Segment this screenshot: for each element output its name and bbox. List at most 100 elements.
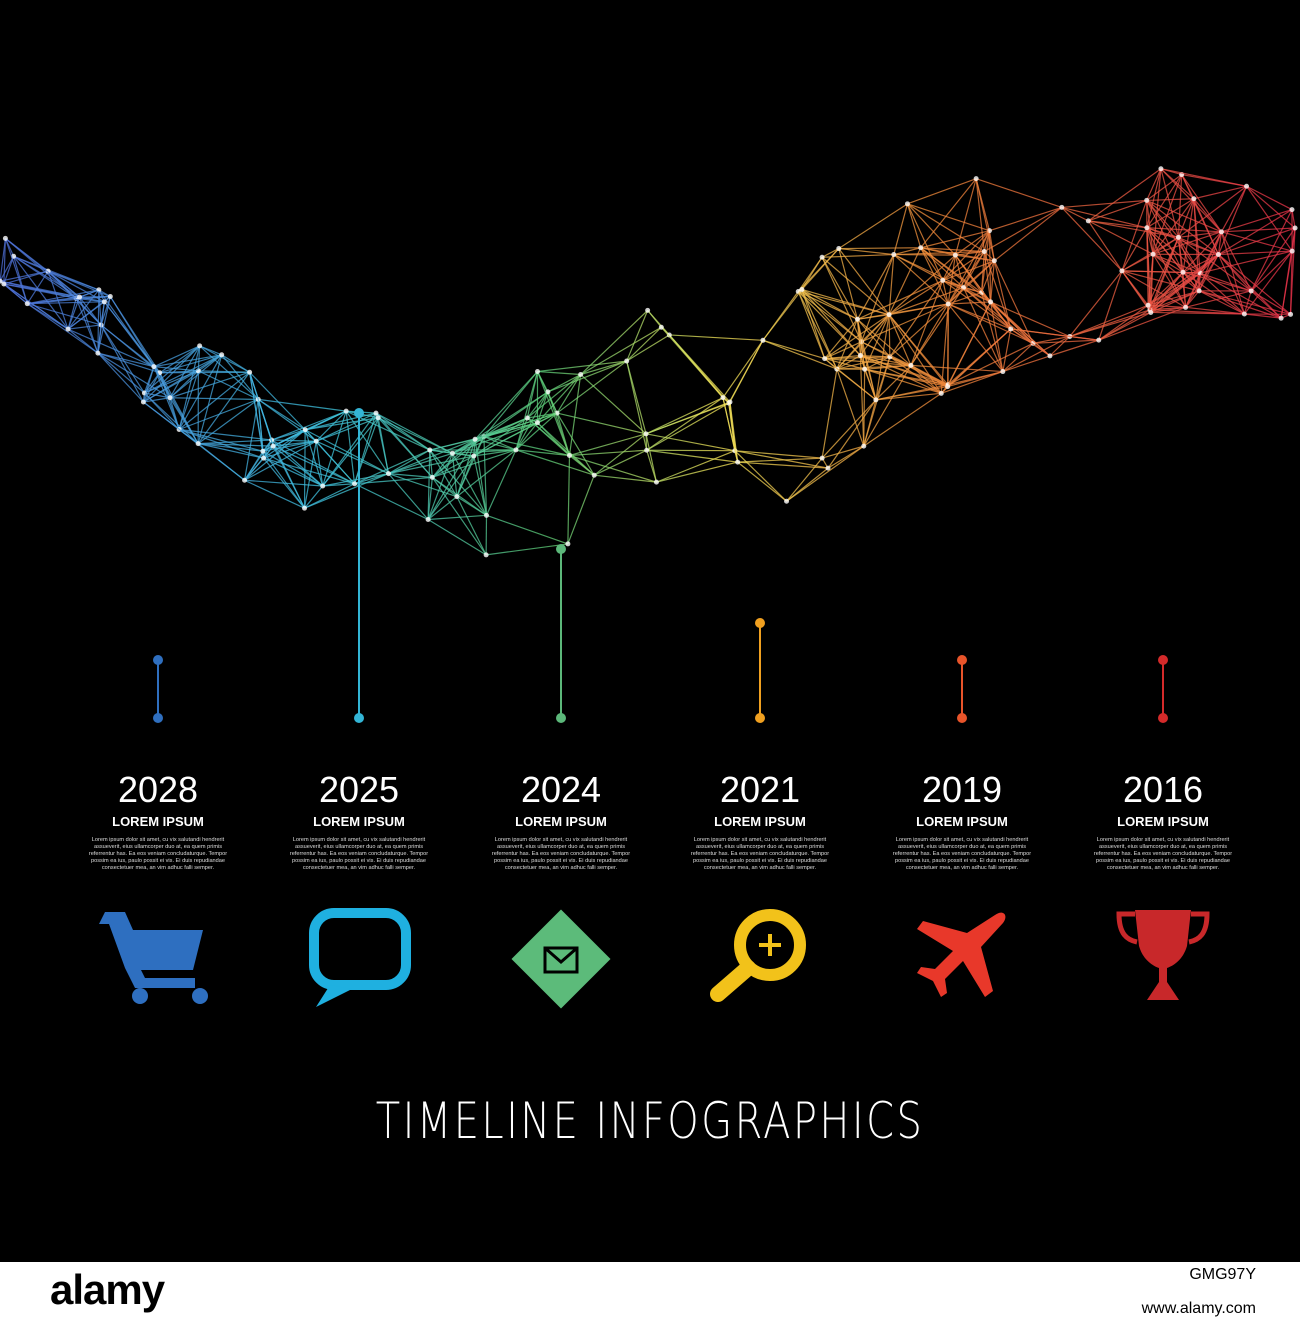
network-link: [988, 230, 992, 302]
item-heading: LOREM IPSUM: [714, 814, 806, 829]
network-node: [643, 431, 649, 437]
network-node: [1183, 304, 1189, 310]
network-node: [658, 324, 664, 330]
network-link: [159, 354, 222, 374]
network-node: [483, 552, 489, 558]
network-link: [273, 440, 317, 447]
network-node: [952, 252, 958, 258]
network-link: [486, 543, 568, 556]
network-link: [990, 301, 1012, 330]
network-link: [1152, 168, 1162, 255]
network-link: [197, 443, 245, 481]
network-link: [983, 206, 1063, 253]
timeline-item: 2016 LOREM IPSUM Lorem ipsum dolor sit ame…: [1093, 768, 1233, 872]
network-link: [1121, 270, 1200, 292]
network-link: [821, 368, 838, 459]
network-link: [1152, 253, 1184, 273]
network-link: [305, 417, 379, 431]
network-link: [526, 374, 582, 419]
network-link: [1289, 251, 1293, 315]
stem-dot: [755, 713, 765, 723]
network-link: [888, 247, 922, 315]
network-link: [315, 412, 377, 442]
network-link: [1146, 227, 1149, 306]
network-link: [734, 450, 787, 502]
network-link: [821, 248, 840, 258]
network-link: [258, 398, 347, 412]
network-node: [973, 176, 979, 182]
network-link: [249, 372, 274, 447]
network-node: [1158, 166, 1164, 172]
network-link: [836, 355, 861, 370]
network-link: [888, 254, 956, 316]
network-link: [889, 303, 949, 358]
network-node: [904, 201, 910, 207]
network-node: [857, 353, 863, 359]
network-link: [1177, 198, 1195, 238]
network-link: [864, 314, 890, 370]
network-link: [515, 449, 595, 476]
network-node: [352, 481, 358, 487]
network-node: [1244, 183, 1250, 189]
network-link: [1160, 168, 1247, 187]
network-node: [375, 415, 381, 421]
network-link: [567, 455, 571, 544]
network-link: [315, 440, 389, 475]
network-link: [893, 250, 985, 256]
network-link: [955, 250, 985, 256]
network-node: [873, 397, 879, 403]
network-link: [990, 301, 1051, 357]
network-link: [734, 450, 829, 469]
network-node: [270, 443, 276, 449]
network-node: [861, 443, 867, 449]
network-node: [524, 415, 530, 421]
network-node: [534, 420, 540, 426]
network-link: [388, 473, 433, 478]
network-link: [836, 319, 858, 370]
network-link: [547, 373, 581, 393]
network-node: [1175, 234, 1181, 240]
network-link: [1218, 254, 1282, 319]
network-link: [645, 433, 735, 452]
network-link: [1069, 311, 1151, 338]
item-heading: LOREM IPSUM: [112, 814, 204, 829]
network-link: [1199, 272, 1245, 315]
network-link: [547, 360, 627, 393]
network-link: [3, 283, 80, 298]
network-link: [941, 370, 1004, 394]
network-link: [97, 296, 111, 354]
network-link: [429, 449, 487, 516]
network-link: [271, 410, 347, 441]
network-link: [263, 445, 274, 459]
network-link: [527, 412, 558, 419]
network-link: [786, 445, 865, 502]
network-node: [484, 512, 490, 518]
network-link: [263, 457, 355, 485]
network-link: [1177, 237, 1201, 274]
network-node: [1144, 225, 1150, 231]
network-link: [452, 422, 538, 454]
network-link: [888, 314, 912, 366]
network-link: [483, 436, 517, 451]
network-link: [197, 354, 223, 444]
network-link: [199, 345, 259, 400]
network-link: [197, 371, 251, 444]
network-link: [515, 371, 539, 451]
network-link: [875, 314, 890, 400]
network-node: [313, 438, 319, 444]
network-node: [45, 268, 51, 274]
network-link: [556, 412, 595, 476]
network-link: [377, 417, 453, 454]
network-link: [1217, 186, 1248, 255]
network-link: [556, 360, 628, 414]
network-link: [429, 449, 433, 478]
network-link: [97, 352, 160, 374]
network-link: [1193, 185, 1247, 200]
network-link: [864, 369, 877, 401]
network-node: [195, 441, 201, 447]
network-node: [1288, 311, 1294, 317]
network-link: [429, 438, 476, 451]
network-link: [993, 206, 1063, 262]
network-link: [272, 445, 306, 509]
network-link: [536, 374, 582, 424]
